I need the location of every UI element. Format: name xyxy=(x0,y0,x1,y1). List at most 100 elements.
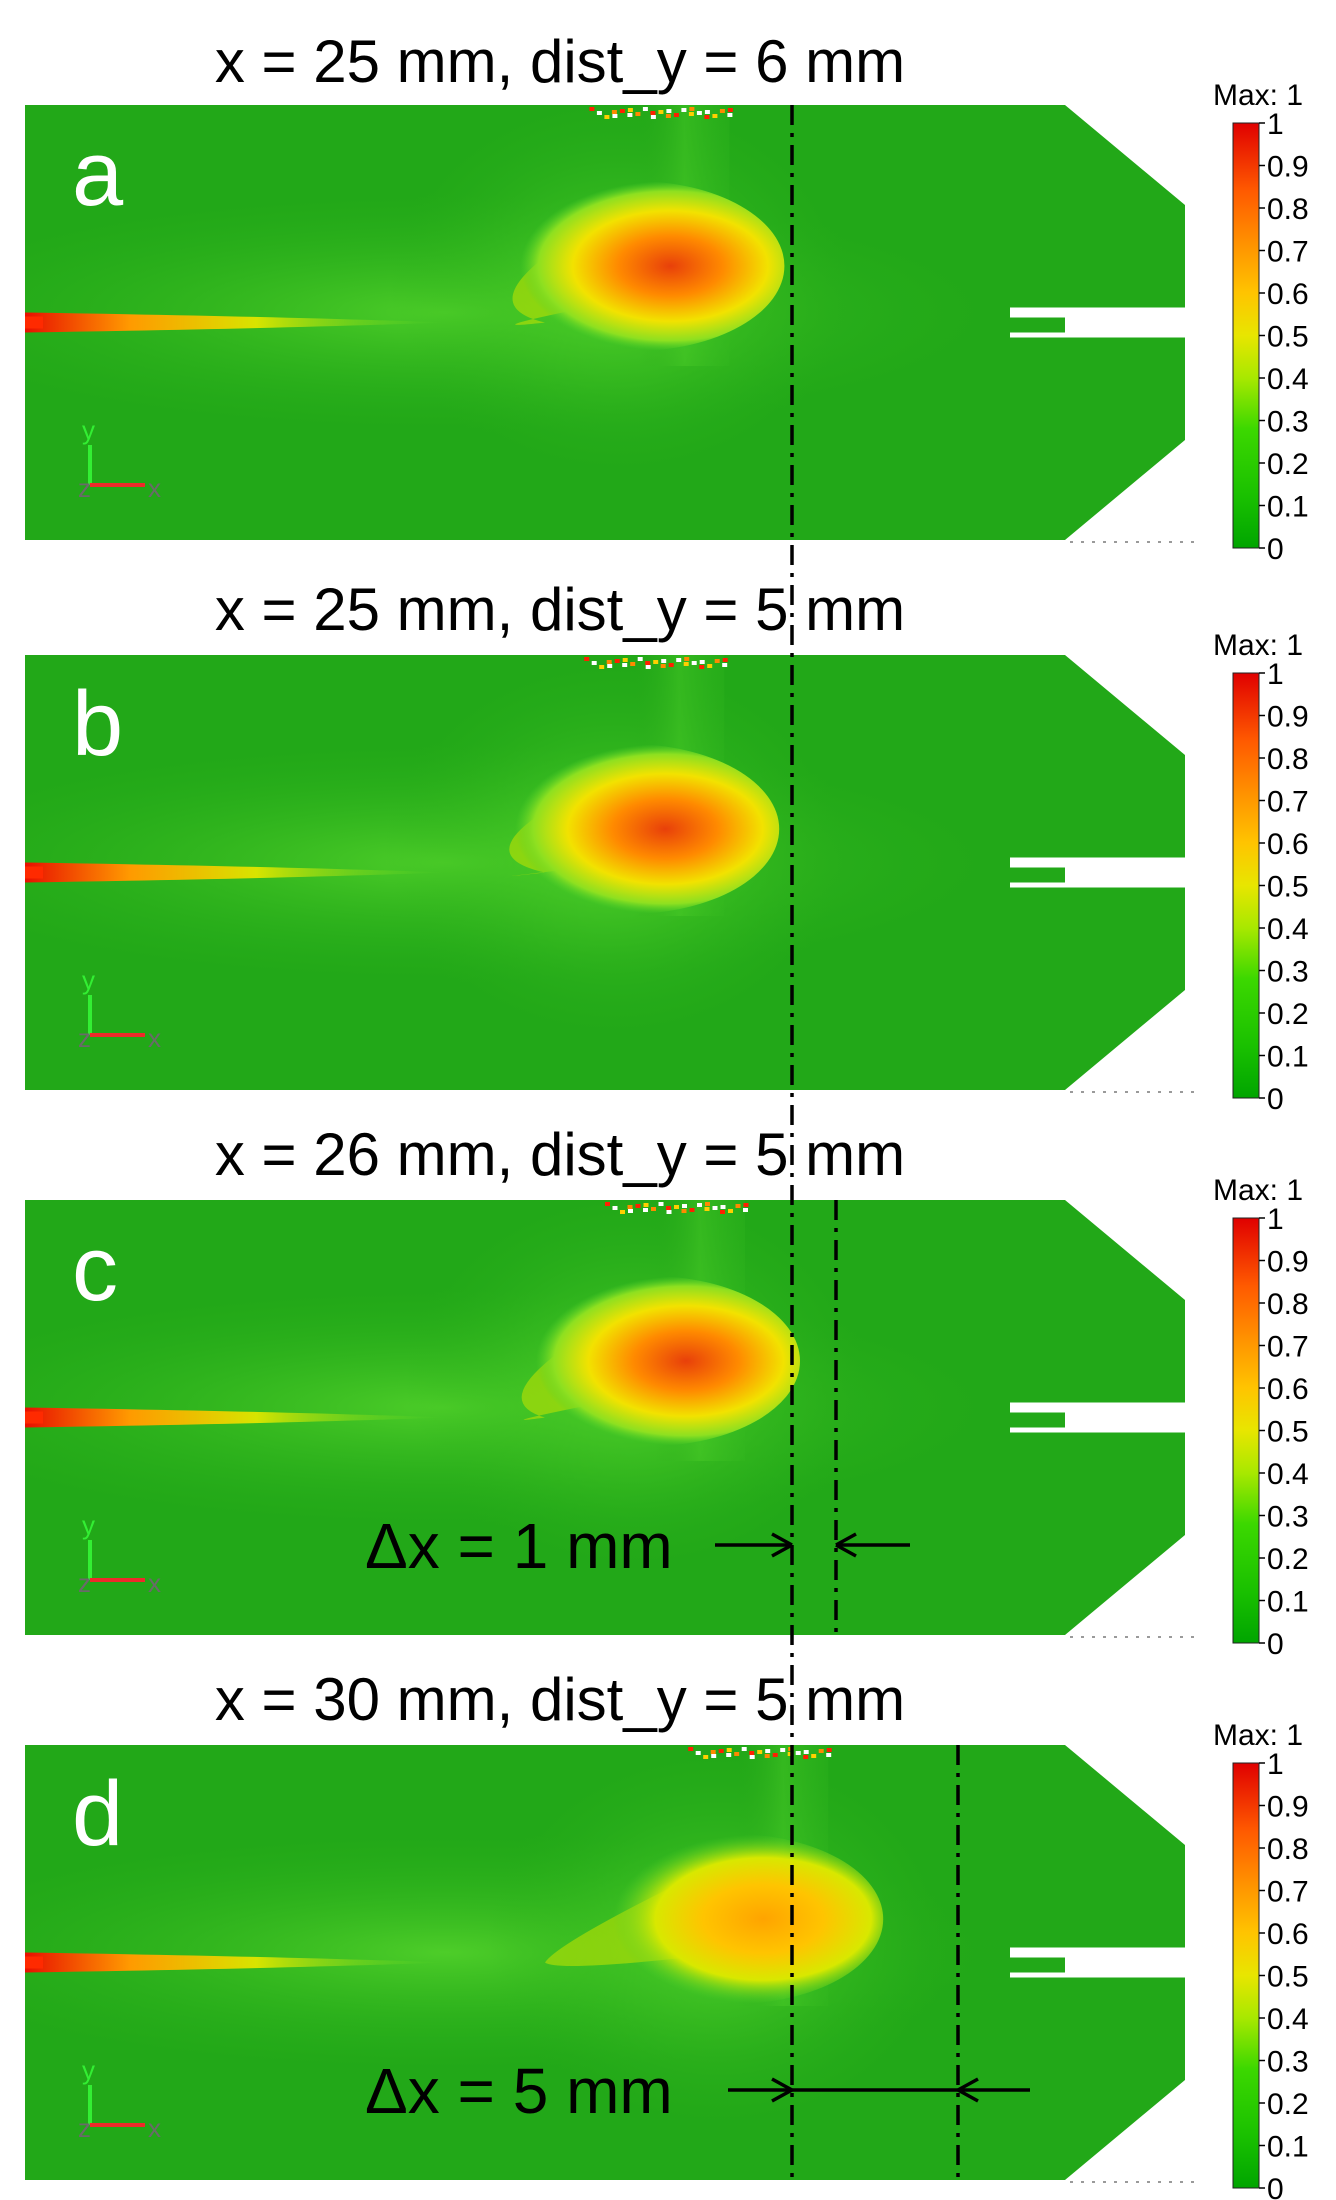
panel-c: x = 26 mm, dist_y = 5 mm c yz x Max: 11 0.9 0.… xyxy=(25,1121,1309,1661)
inlet-jet xyxy=(25,1952,445,1973)
colorbar-tick-label: 0.6 xyxy=(1267,1918,1309,1951)
colorbar-tick-label: 0.4 xyxy=(1267,2003,1309,2036)
colorbar-tick-label: 0.4 xyxy=(1267,913,1309,946)
dx-label: Δx = 5 mm xyxy=(365,2055,673,2127)
dx-label: Δx = 1 mm xyxy=(365,1510,673,1582)
inlet-jet xyxy=(25,862,445,883)
hot-spot xyxy=(583,1834,884,2004)
colorbar-tick-label: 0.5 xyxy=(1267,1416,1309,1449)
inlet-jet xyxy=(25,312,445,333)
colorbar-tick-label: 0.7 xyxy=(1267,236,1309,269)
axis-y-label: y xyxy=(82,965,95,995)
colorbar-tick-label: 0.3 xyxy=(1267,2046,1309,2079)
colorbar-gradient xyxy=(1232,672,1260,1099)
colorbar-tick-label: 0.9 xyxy=(1267,1791,1309,1824)
colorbar-tick-label: 0.2 xyxy=(1267,998,1309,1031)
axis-z-label: z xyxy=(78,1568,91,1598)
colorbar-tick-label: 1 xyxy=(1267,1203,1284,1236)
field-plot xyxy=(25,1745,1185,2180)
surface-artifact xyxy=(584,657,728,669)
colorbar-max-label: Max: 1 xyxy=(1213,629,1303,662)
colorbar-tick-label: 0.8 xyxy=(1267,743,1309,776)
axis-z-label: z xyxy=(78,2113,91,2143)
colorbar-tick-label: 0.2 xyxy=(1267,1543,1309,1576)
axis-z-label: z xyxy=(78,1023,91,1053)
colorbar: Max: 11 0.9 0.8 0.7 0.6 0.5 0.4 0.3 0.2 0.1 0 xyxy=(1213,1174,1309,1661)
colorbar-tick-label: 0.4 xyxy=(1267,363,1309,396)
panel-d: x = 30 mm, dist_y = 5 mm d yz x Max: 11 0.9 0.… xyxy=(25,1666,1309,2200)
axis-x-label: x xyxy=(148,1568,161,1598)
colorbar-tick-label: 0 xyxy=(1267,533,1284,566)
overlay: Δx = 1 mm Δx = 5 mm xyxy=(365,105,1030,2180)
colorbar-tick-label: 0.3 xyxy=(1267,956,1309,989)
panel-a: x = 25 mm, dist_y = 6 mm a yz x Max: 11 0.9 0.… xyxy=(25,28,1309,566)
colorbar-tick-label: 0.2 xyxy=(1267,448,1309,481)
panel-label: a xyxy=(72,123,124,225)
colorbar-tick-label: 0.5 xyxy=(1267,1961,1309,1994)
colorbar-tick-label: 0.5 xyxy=(1267,321,1309,354)
colorbar-tick-label: 0.7 xyxy=(1267,786,1309,819)
colorbar-tick-label: 0.1 xyxy=(1267,1586,1309,1619)
colorbar-tick-label: 1 xyxy=(1267,658,1284,691)
colorbar-tick-label: 0.3 xyxy=(1267,1501,1309,1534)
field-plot xyxy=(25,105,1185,540)
colorbar-max-label: Max: 1 xyxy=(1213,79,1303,112)
colorbar-tick-label: 0.1 xyxy=(1267,1041,1309,1074)
colorbar-tick-label: 0.9 xyxy=(1267,1246,1309,1279)
colorbar-tick-label: 0.9 xyxy=(1267,701,1309,734)
surface-artifact xyxy=(589,107,733,119)
colorbar-tick-label: 0.4 xyxy=(1267,1458,1309,1491)
axis-x-label: x xyxy=(148,1023,161,1053)
colorbar-tick-label: 0.8 xyxy=(1267,1288,1309,1321)
colorbar-tick-label: 0 xyxy=(1267,1083,1284,1116)
panel-title: x = 25 mm, dist_y = 6 mm xyxy=(215,28,905,95)
panel-title: x = 30 mm, dist_y = 5 mm xyxy=(215,1666,905,1733)
colorbar-max-label: Max: 1 xyxy=(1213,1719,1303,1752)
colorbar-tick-label: 0.7 xyxy=(1267,1876,1309,1909)
colorbar-tick-label: 1 xyxy=(1267,108,1284,141)
colorbar-tick-label: 0.1 xyxy=(1267,491,1309,524)
hot-spot xyxy=(500,1275,800,1446)
surface-artifact xyxy=(688,1747,832,1759)
axis-y-label: y xyxy=(82,2055,95,2085)
axis-triad: yz x xyxy=(78,1510,161,1598)
panel-title: x = 25 mm, dist_y = 5 mm xyxy=(215,576,905,643)
field-plot xyxy=(25,1200,1185,1635)
panel-label: d xyxy=(72,1763,123,1865)
colorbar-tick-label: 0 xyxy=(1267,2173,1284,2200)
colorbar: Max: 11 0.9 0.8 0.7 0.6 0.5 0.4 0.3 0.2 0.1 0 xyxy=(1213,1719,1309,2200)
inlet-jet xyxy=(25,1407,445,1428)
axis-x-label: x xyxy=(148,2113,161,2143)
hot-spot xyxy=(479,744,780,914)
colorbar-tick-label: 0.7 xyxy=(1267,1331,1309,1364)
colorbar-tick-label: 0.2 xyxy=(1267,2088,1309,2121)
panel-label: c xyxy=(72,1218,118,1320)
colorbar: Max: 11 0.9 0.8 0.7 0.6 0.5 0.4 0.3 0.2 0.1 0 xyxy=(1213,629,1309,1116)
axis-triad: yz x xyxy=(78,2055,161,2143)
colorbar-tick-label: 0.1 xyxy=(1267,2131,1309,2164)
panel-label: b xyxy=(72,673,123,775)
colorbar-tick-label: 0.5 xyxy=(1267,871,1309,904)
colorbar-tick-label: 0.8 xyxy=(1267,193,1309,226)
surface-artifact xyxy=(605,1202,749,1214)
colorbar-tick-label: 0.6 xyxy=(1267,1373,1309,1406)
colorbar-tick-label: 0 xyxy=(1267,1628,1284,1661)
axis-y-label: y xyxy=(82,1510,95,1540)
colorbar-max-label: Max: 1 xyxy=(1213,1174,1303,1207)
field-plot xyxy=(25,655,1185,1090)
axis-triad: yz x xyxy=(78,965,161,1053)
colorbar-tick-label: 0.6 xyxy=(1267,278,1309,311)
axis-z-label: z xyxy=(78,473,91,503)
colorbar-gradient xyxy=(1232,1762,1260,2189)
colorbar: Max: 11 0.9 0.8 0.7 0.6 0.5 0.4 0.3 0.2 0.1 0 xyxy=(1213,79,1309,566)
colorbar-tick-label: 0.9 xyxy=(1267,151,1309,184)
colorbar-tick-label: 0.3 xyxy=(1267,406,1309,439)
panel-b: x = 25 mm, dist_y = 5 mm b yz x Max: 11 0.9 0.… xyxy=(25,576,1309,1116)
colorbar-gradient xyxy=(1232,1217,1260,1644)
axis-triad: yz x xyxy=(78,415,161,503)
colorbar-tick-label: 0.6 xyxy=(1267,828,1309,861)
colorbar-tick-label: 0.8 xyxy=(1267,1833,1309,1866)
axis-y-label: y xyxy=(82,415,95,445)
